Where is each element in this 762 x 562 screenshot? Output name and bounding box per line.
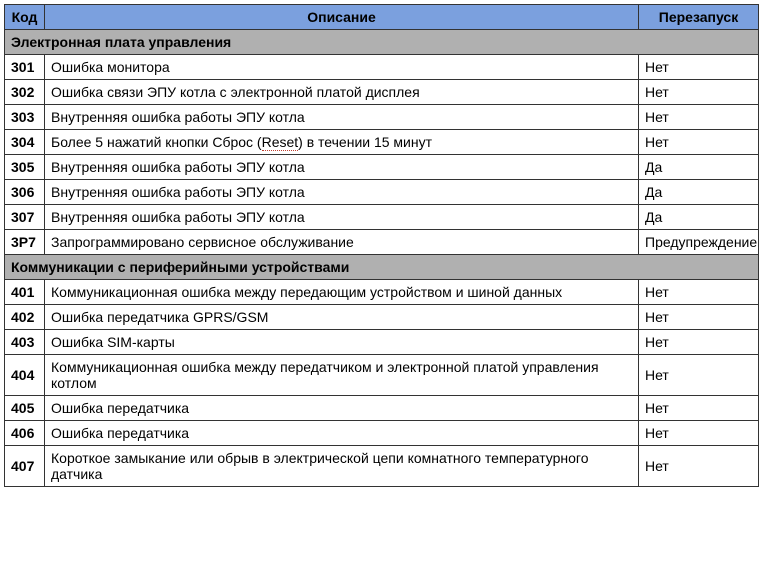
restart-cell: Нет [639, 305, 759, 330]
code-cell: 304 [5, 130, 45, 155]
code-cell: 406 [5, 421, 45, 446]
code-cell: 402 [5, 305, 45, 330]
desc-cell: Ошибка передатчика [45, 396, 639, 421]
restart-cell: Нет [639, 55, 759, 80]
table-row: 305 Внутренняя ошибка работы ЭПУ котла Д… [5, 155, 759, 180]
table-row: 306 Внутренняя ошибка работы ЭПУ котла Д… [5, 180, 759, 205]
desc-cell: Короткое замыкание или обрыв в электриче… [45, 446, 639, 487]
section-title: Электронная плата управления [5, 30, 759, 55]
desc-cell: Внутренняя ошибка работы ЭПУ котла [45, 205, 639, 230]
restart-cell: Нет [639, 396, 759, 421]
code-cell: 307 [5, 205, 45, 230]
code-cell: 303 [5, 105, 45, 130]
table-header-row: Код Описание Перезапуск [5, 5, 759, 30]
table-row: 3P7 Запрограммировано сервисное обслужив… [5, 230, 759, 255]
restart-cell: Нет [639, 446, 759, 487]
code-cell: 3P7 [5, 230, 45, 255]
header-code: Код [5, 5, 45, 30]
section-row: Электронная плата управления [5, 30, 759, 55]
desc-cell: Внутренняя ошибка работы ЭПУ котла [45, 105, 639, 130]
desc-cell: Ошибка передатчика [45, 421, 639, 446]
desc-text-pre: Более 5 нажатий кнопки Сброс ( [51, 134, 262, 150]
desc-cell: Ошибка передатчика GPRS/GSM [45, 305, 639, 330]
desc-text-dotted: Reset [262, 134, 299, 151]
desc-cell: Запрограммировано сервисное обслуживание [45, 230, 639, 255]
desc-cell: Более 5 нажатий кнопки Сброс (Reset) в т… [45, 130, 639, 155]
restart-cell: Да [639, 155, 759, 180]
table-row: 407 Короткое замыкание или обрыв в элект… [5, 446, 759, 487]
error-codes-table: Код Описание Перезапуск Электронная плат… [4, 4, 759, 487]
table-row: 402 Ошибка передатчика GPRS/GSM Нет [5, 305, 759, 330]
restart-cell: Нет [639, 355, 759, 396]
code-cell: 306 [5, 180, 45, 205]
desc-cell: Ошибка монитора [45, 55, 639, 80]
table-row: 403 Ошибка SIM-карты Нет [5, 330, 759, 355]
header-desc: Описание [45, 5, 639, 30]
code-cell: 401 [5, 280, 45, 305]
table-row: 301 Ошибка монитора Нет [5, 55, 759, 80]
table-row: 404 Коммуникационная ошибка между переда… [5, 355, 759, 396]
desc-text-post: ) в течении 15 минут [298, 134, 432, 150]
section-title: Коммуникации с периферийными устройствам… [5, 255, 759, 280]
table-row: 303 Внутренняя ошибка работы ЭПУ котла Н… [5, 105, 759, 130]
restart-cell: Нет [639, 330, 759, 355]
restart-cell: Нет [639, 421, 759, 446]
desc-cell: Ошибка связи ЭПУ котла с электронной пла… [45, 80, 639, 105]
table-row: 307 Внутренняя ошибка работы ЭПУ котла Д… [5, 205, 759, 230]
code-cell: 407 [5, 446, 45, 487]
code-cell: 301 [5, 55, 45, 80]
code-cell: 305 [5, 155, 45, 180]
desc-cell: Внутренняя ошибка работы ЭПУ котла [45, 155, 639, 180]
restart-cell: Нет [639, 130, 759, 155]
table-row: 406 Ошибка передатчика Нет [5, 421, 759, 446]
table-row: 405 Ошибка передатчика Нет [5, 396, 759, 421]
code-cell: 403 [5, 330, 45, 355]
table-row: 401 Коммуникационная ошибка между переда… [5, 280, 759, 305]
desc-cell: Коммуникационная ошибка между передатчик… [45, 355, 639, 396]
table-row: 304 Более 5 нажатий кнопки Сброс (Reset)… [5, 130, 759, 155]
code-cell: 302 [5, 80, 45, 105]
section-row: Коммуникации с периферийными устройствам… [5, 255, 759, 280]
restart-cell: Нет [639, 80, 759, 105]
header-restart: Перезапуск [639, 5, 759, 30]
desc-cell: Коммуникационная ошибка между передающим… [45, 280, 639, 305]
restart-cell: Нет [639, 280, 759, 305]
restart-cell: Нет [639, 105, 759, 130]
code-cell: 404 [5, 355, 45, 396]
desc-cell: Ошибка SIM-карты [45, 330, 639, 355]
desc-cell: Внутренняя ошибка работы ЭПУ котла [45, 180, 639, 205]
restart-cell: Да [639, 180, 759, 205]
restart-cell: Да [639, 205, 759, 230]
code-cell: 405 [5, 396, 45, 421]
table-row: 302 Ошибка связи ЭПУ котла с электронной… [5, 80, 759, 105]
restart-cell: Предупреждение [639, 230, 759, 255]
